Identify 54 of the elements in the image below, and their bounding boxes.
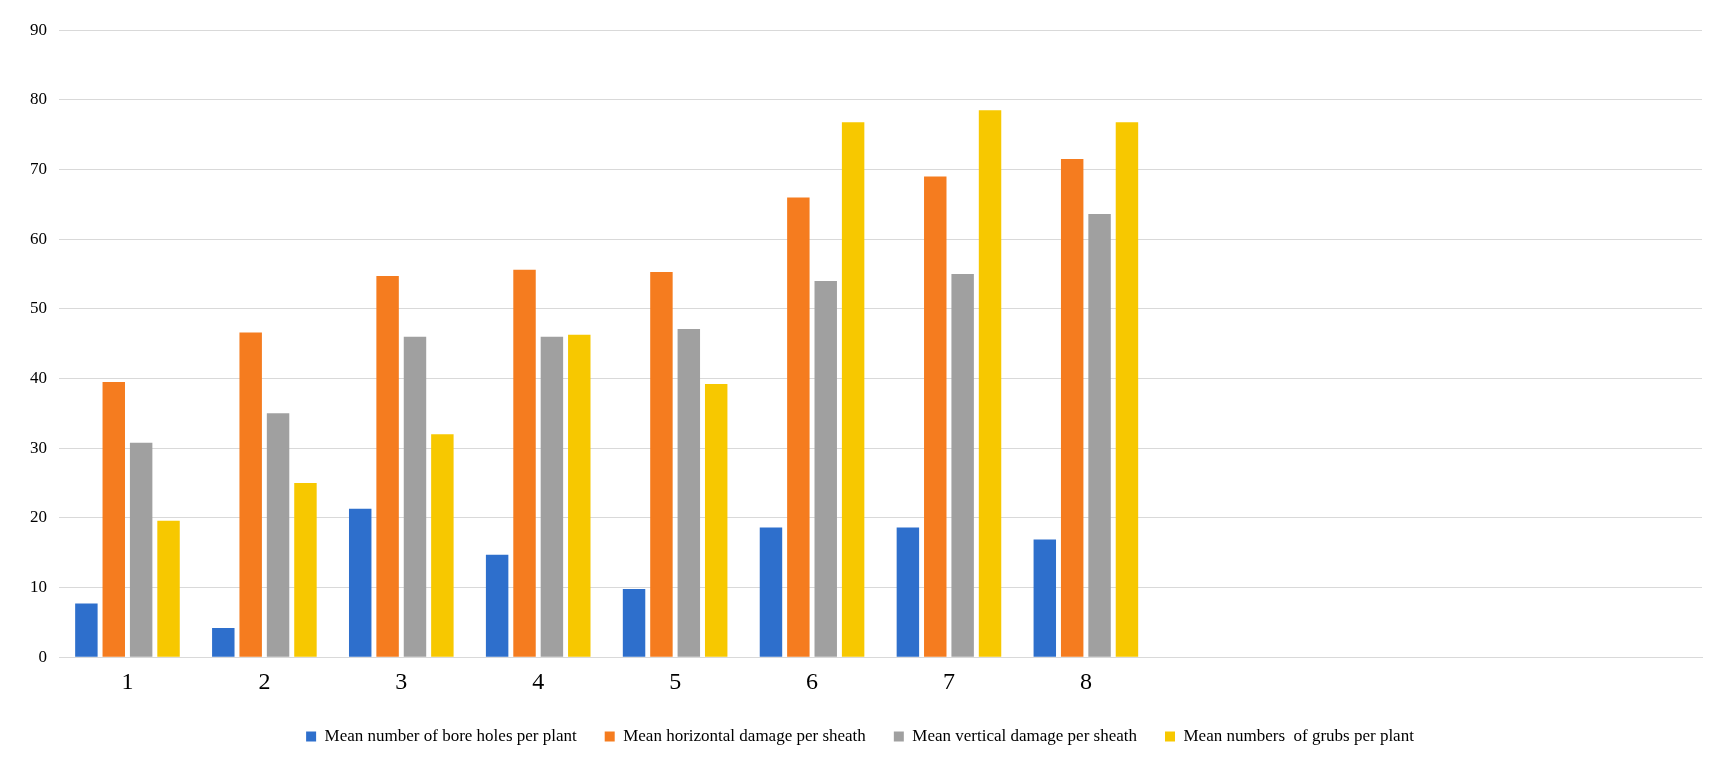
x-tick-label: 4 <box>532 667 545 694</box>
legend-label: Mean number of bore holes per plant <box>324 725 577 745</box>
bar <box>348 508 372 657</box>
bar <box>540 336 564 657</box>
x-tick-label: 7 <box>942 667 955 694</box>
legend-label: Mean horizontal damage per sheath <box>623 725 867 745</box>
bar <box>896 527 920 657</box>
y-tick-label: 20 <box>30 507 47 527</box>
bar <box>814 281 837 657</box>
y-tick-label: 10 <box>30 577 47 596</box>
y-tick-label: 70 <box>30 159 47 178</box>
x-tick-label: 6 <box>806 667 819 694</box>
bar <box>403 336 427 657</box>
bar <box>1033 539 1057 657</box>
bar <box>924 176 947 657</box>
bar <box>212 627 235 657</box>
y-tick-label: 50 <box>30 298 47 318</box>
y-tick-label: 40 <box>30 368 47 387</box>
bar <box>1088 214 1111 657</box>
bar <box>677 329 701 657</box>
bar <box>294 483 317 657</box>
x-tick-label: 2 <box>258 667 271 694</box>
x-tick-label: 1 <box>121 667 134 694</box>
bar <box>650 271 673 657</box>
bar <box>1060 159 1084 657</box>
bar <box>1115 122 1139 657</box>
legend-label: Mean numbers of grubs per plant <box>1183 725 1415 745</box>
x-tick-label: 8 <box>1079 667 1092 694</box>
bar <box>239 332 262 657</box>
bar <box>129 442 153 657</box>
bar <box>266 413 290 657</box>
bar <box>485 554 509 657</box>
bar <box>787 197 810 657</box>
bar <box>978 110 1002 657</box>
bar <box>431 434 454 657</box>
y-tick-label: 30 <box>30 437 47 457</box>
x-tick-label: 5 <box>669 667 682 694</box>
y-tick-label: 90 <box>30 19 47 39</box>
bar <box>513 269 536 657</box>
bar <box>704 384 728 657</box>
legend-label: Mean vertical damage per sheath <box>912 725 1138 745</box>
bar <box>157 520 180 657</box>
y-tick-label: 0 <box>38 646 47 666</box>
bar <box>759 527 783 657</box>
x-tick-label: 3 <box>395 667 408 694</box>
bar <box>75 603 98 657</box>
bar <box>622 588 646 657</box>
bar <box>102 382 125 657</box>
bar <box>841 122 865 657</box>
bar <box>568 334 591 657</box>
y-tick-label: 80 <box>30 89 47 109</box>
y-tick-label: 60 <box>30 228 47 248</box>
bar <box>376 276 399 657</box>
bar <box>951 274 974 657</box>
